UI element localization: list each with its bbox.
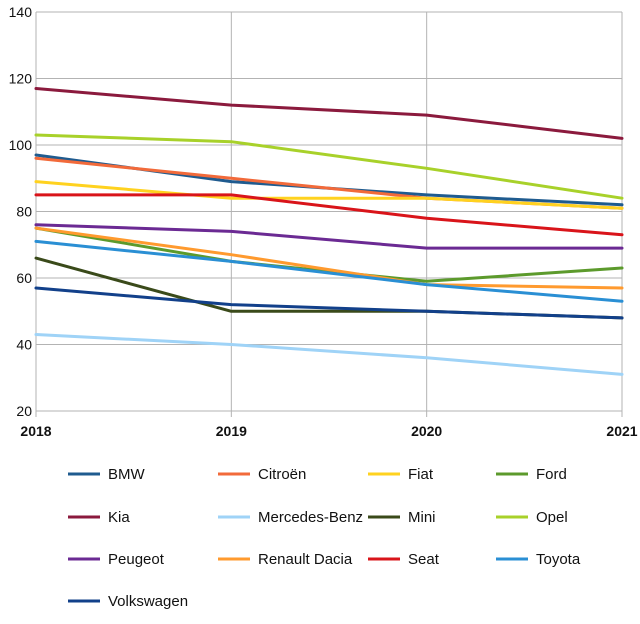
series-line-volkswagen bbox=[34, 286, 624, 320]
legend-label: Ford bbox=[536, 466, 567, 483]
legend-label: Toyota bbox=[536, 551, 581, 568]
series-line-toyota bbox=[34, 239, 624, 303]
legend-label: Mini bbox=[408, 509, 436, 526]
x-tick-label: 2020 bbox=[411, 423, 442, 439]
legend-label: Volkswagen bbox=[108, 593, 188, 610]
legend-label: Seat bbox=[408, 551, 440, 568]
series-line-kia bbox=[34, 87, 624, 140]
grid bbox=[35, 11, 623, 412]
x-tick-label: 2018 bbox=[20, 423, 51, 439]
y-tick-label: 80 bbox=[16, 204, 32, 220]
y-tick-label: 40 bbox=[16, 337, 32, 353]
series-line-mercedes-benz bbox=[34, 333, 624, 376]
series-line-peugeot bbox=[34, 223, 624, 250]
axes: 20 40 60 80 100 120 140 2018 2019 2020 2021 bbox=[9, 4, 638, 439]
series-line-fiat bbox=[34, 180, 624, 210]
series-line-seat bbox=[34, 193, 624, 237]
legend-label: Mercedes-Benz bbox=[258, 509, 363, 526]
legend-label: Opel bbox=[536, 509, 568, 526]
y-tick-label: 20 bbox=[16, 403, 32, 419]
y-tick-label: 100 bbox=[9, 137, 33, 153]
x-tick-label: 2019 bbox=[216, 423, 247, 439]
series-line-opel bbox=[34, 133, 624, 200]
series-lines bbox=[34, 87, 624, 376]
legend-label: BMW bbox=[108, 466, 146, 483]
y-tick-label: 120 bbox=[9, 71, 33, 87]
x-tick-label: 2021 bbox=[606, 423, 637, 439]
y-tick-label: 60 bbox=[16, 270, 32, 286]
legend-label: Peugeot bbox=[108, 551, 165, 568]
legend-label: Fiat bbox=[408, 466, 434, 483]
legend-label: Renault Dacia bbox=[258, 551, 353, 568]
series-line-ford bbox=[34, 226, 624, 283]
legend: BMW Citroën Fiat Ford Kia Mercedes-Benz Mini Op… bbox=[68, 466, 581, 610]
legend-label: Kia bbox=[108, 509, 130, 526]
series-line-renault-dacia bbox=[34, 226, 624, 290]
y-tick-label: 140 bbox=[9, 4, 33, 20]
legend-label: Citroën bbox=[258, 466, 306, 483]
